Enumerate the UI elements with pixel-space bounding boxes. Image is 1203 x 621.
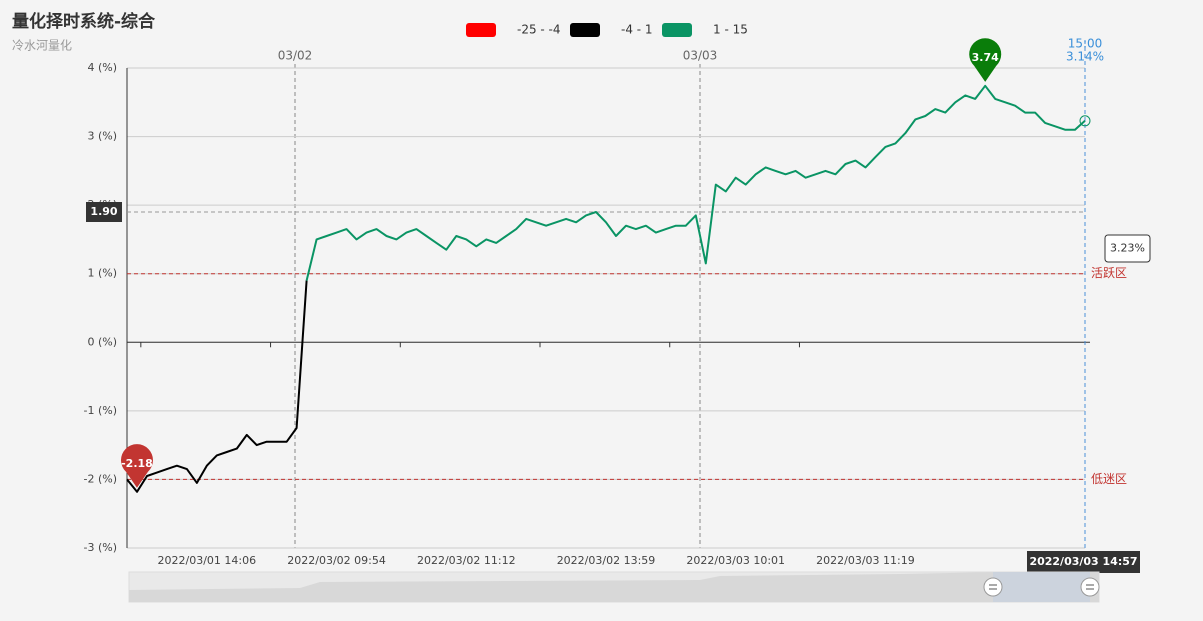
chart-title: 量化择时系统-综合 (12, 11, 156, 32)
y-tick-label: 0 (%) (87, 335, 117, 348)
x-pointer-label: 2022/03/03 14:57 (1029, 555, 1137, 568)
legend-swatch (662, 23, 692, 37)
tooltip-value: 3.23% (1110, 242, 1145, 255)
y-tick-label: 4 (%) (87, 61, 117, 74)
mark-line-label: 活跃区 (1091, 266, 1127, 280)
zoom-window (993, 572, 1090, 602)
x-tick-label: 2022/03/02 13:59 (557, 554, 656, 567)
legend-label: -25 - -4 (517, 23, 561, 37)
legend-swatch (570, 23, 600, 37)
mark-point (120, 444, 153, 488)
zoom-handle-grip (989, 584, 1094, 590)
x-tick-label: 2022/03/03 11:19 (816, 554, 915, 567)
x-tick-label: 2022/03/03 10:01 (686, 554, 785, 567)
series-line (126, 280, 308, 493)
y-tick-label: -3 (%) (84, 541, 118, 554)
last-point (1079, 115, 1091, 127)
series-line (305, 84, 1086, 281)
pointer-time: 15:00 (1068, 37, 1103, 51)
zoom-preview (129, 572, 1099, 602)
x-pointer-badge (1027, 551, 1140, 573)
y-pointer-badge (86, 202, 122, 222)
zoom-handle[interactable] (1080, 577, 1100, 597)
zoom-handle[interactable] (983, 577, 1003, 597)
data-zoom[interactable] (128, 571, 1100, 603)
x-tick-label: 2022/03/01 14:06 (158, 554, 257, 567)
mark-line-label: 低迷区 (1091, 472, 1127, 486)
legend-label: -4 - 1 (621, 23, 653, 37)
y-tick-label: 3 (%) (87, 130, 117, 143)
mark-point-label: 3.74 (972, 51, 999, 64)
pointer-value: 3.14% (1066, 50, 1104, 64)
legend-label: 1 - 15 (713, 23, 748, 37)
y-tick-label: -2 (%) (84, 472, 118, 485)
chart-subtitle: 冷水河量化 (12, 39, 72, 53)
day-label: 03/02 (278, 49, 313, 63)
y-tick-label: -1 (%) (84, 404, 118, 417)
mark-point (969, 38, 1002, 82)
legend-swatch (466, 23, 496, 37)
day-label: 03/03 (683, 49, 718, 63)
tooltip-box (1104, 234, 1151, 263)
y-tick-label: 1 (%) (87, 267, 117, 280)
y-pointer-label: 1.90 (90, 205, 117, 218)
mark-point-label: -2.18 (121, 457, 153, 470)
x-tick-label: 2022/03/02 11:12 (417, 554, 516, 567)
x-tick-label: 2022/03/02 09:54 (287, 554, 386, 567)
